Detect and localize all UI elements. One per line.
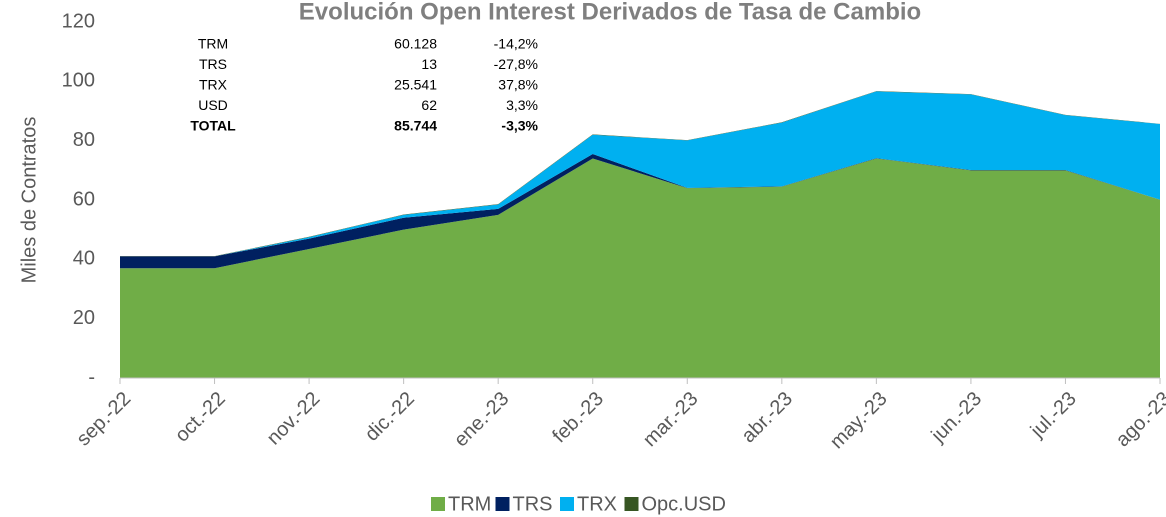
legend-swatch: [560, 497, 574, 511]
y-tick-label: 100: [62, 70, 95, 92]
table-cell: 62: [421, 97, 437, 113]
y-tick-label: -: [88, 366, 95, 388]
table-cell: 25.541: [394, 77, 437, 93]
table-cell: 85.744: [394, 118, 437, 134]
table-cell: -3,3%: [501, 118, 538, 134]
area: [120, 91, 1160, 257]
y-tick-label: 20: [73, 307, 95, 329]
x-tick-label: abr.-23: [738, 388, 798, 448]
x-tick-label: mar.-23: [639, 388, 703, 452]
legend-label: TRX: [577, 493, 617, 515]
legend-swatch: [624, 497, 639, 511]
table-cell: -14,2%: [494, 36, 538, 52]
x-tick-label: oct.-22: [171, 388, 230, 447]
legend-swatch: [495, 497, 510, 511]
x-tick-label: nov.-22: [263, 388, 325, 450]
x-tick-label: ene.-23: [450, 388, 514, 452]
chart-title: Evolución Open Interest Derivados de Tas…: [299, 0, 921, 25]
legend-swatch: [431, 497, 445, 511]
table-cell: USD: [198, 97, 228, 113]
table-cell: 3,3%: [506, 97, 538, 113]
table-cell: -27,8%: [494, 56, 538, 72]
x-tick-label: may.-23: [826, 388, 892, 454]
legend-label: TRS: [513, 493, 553, 515]
y-axis-label: Miles de Contratos: [18, 117, 40, 284]
area: [120, 158, 1160, 378]
x-tick-label: dic.-22: [361, 388, 419, 446]
y-tick-label: 40: [73, 248, 95, 270]
x-tick-label: jul.-23: [1026, 388, 1081, 443]
legend-label: TRM: [448, 493, 491, 515]
table-cell: TRS: [199, 56, 227, 72]
y-tick-label: 120: [62, 10, 95, 32]
x-tick-label: ago.-23: [1112, 388, 1166, 452]
y-tick-label: 80: [73, 129, 95, 151]
x-tick-label: jun.-23: [927, 388, 987, 448]
table-cell: 37,8%: [498, 77, 538, 93]
x-tick-label: feb.-23: [548, 388, 608, 448]
table-cell: TRM: [198, 36, 228, 52]
table-cell: TOTAL: [190, 118, 236, 134]
y-tick-label: 60: [73, 188, 95, 210]
x-tick-label: sep.-22: [73, 388, 136, 451]
legend-label: Opc.USD: [642, 493, 726, 515]
table-cell: 13: [421, 56, 437, 72]
area: [120, 154, 1160, 269]
table-cell: 60.128: [394, 36, 437, 52]
table-cell: TRX: [199, 77, 228, 93]
